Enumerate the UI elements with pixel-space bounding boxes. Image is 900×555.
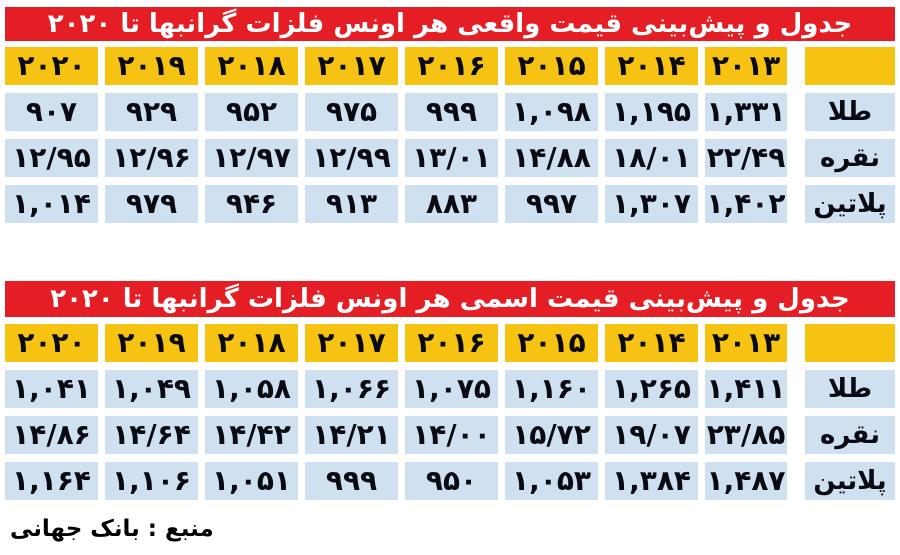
- value-cell: ۱,۰۴۱: [5, 370, 98, 408]
- value-cell: ۲۳/۸۵: [705, 416, 787, 454]
- table-real-title-bar: جدول و پیش‌بینی قیمت واقعی هر اونس فلزات…: [5, 7, 895, 41]
- table-nominal-title-bar: جدول و پیش‌بینی قیمت اسمی هر اونس فلزات …: [5, 281, 895, 317]
- year-cell: ۲۰۱۹: [105, 324, 198, 362]
- metal-label-silver: نقره: [805, 139, 895, 177]
- metal-label-platinum: پلاتین: [805, 185, 895, 223]
- value-cell: ۱۵/۷۲: [505, 416, 598, 454]
- metal-label-gold: طلا: [805, 93, 895, 131]
- year-cell: ۲۰۱۹: [105, 47, 198, 85]
- value-cell: ۱,۰۴۹: [105, 370, 198, 408]
- value-cell: ۱,۰۹۸: [505, 93, 598, 131]
- table-real-title: جدول و پیش‌بینی قیمت واقعی هر اونس فلزات…: [47, 9, 853, 39]
- value-cell: ۹۲۹: [105, 93, 198, 131]
- value-cell: ۱,۰۶۶: [305, 370, 398, 408]
- value-cell: ۱,۴۱۱: [705, 370, 787, 408]
- table-nominal-grid: ۲۰۲۰ ۲۰۱۹ ۲۰۱۸ ۲۰۱۷ ۲۰۱۶ ۲۰۱۵ ۲۰۱۴ ۲۰۱۳ …: [5, 324, 895, 500]
- value-cell: ۱۲/۹۶: [105, 139, 198, 177]
- year-cell: ۲۰۱۷: [305, 47, 398, 85]
- year-cell: ۲۰۱۵: [505, 47, 598, 85]
- metal-label-platinum: پلاتین: [805, 462, 895, 500]
- metal-label-silver: نقره: [805, 416, 895, 454]
- value-cell: ۹۷۹: [105, 185, 198, 223]
- value-cell: ۱,۰۱۴: [5, 185, 98, 223]
- corner-cell: [805, 324, 895, 362]
- year-cell: ۲۰۱۸: [205, 324, 298, 362]
- value-cell: ۱,۰۵۸: [205, 370, 298, 408]
- value-cell: ۱,۱۹۵: [605, 93, 698, 131]
- source-note-text: منبع : بانک جهانی: [10, 516, 214, 542]
- value-cell: ۲۲/۴۹: [705, 139, 787, 177]
- year-cell: ۲۰۱۴: [605, 47, 698, 85]
- source-note: منبع : بانک جهانی: [10, 516, 214, 542]
- value-cell: ۹۰۷: [5, 93, 98, 131]
- value-cell: ۱۴/۸۸: [505, 139, 598, 177]
- value-cell: ۱۴/۶۴: [105, 416, 198, 454]
- value-cell: ۱,۳۰۷: [605, 185, 698, 223]
- value-cell: ۱,۰۷۵: [405, 370, 498, 408]
- table-real-grid: ۲۰۲۰ ۲۰۱۹ ۲۰۱۸ ۲۰۱۷ ۲۰۱۶ ۲۰۱۵ ۲۰۱۴ ۲۰۱۳ …: [5, 47, 895, 223]
- value-cell: ۱,۱۰۶: [105, 462, 198, 500]
- value-cell: ۱۲/۹۵: [5, 139, 98, 177]
- value-cell: ۱۲/۹۷: [205, 139, 298, 177]
- value-cell: ۱,۴۰۲: [705, 185, 787, 223]
- value-cell: ۹۴۶: [205, 185, 298, 223]
- year-cell: ۲۰۱۳: [705, 47, 787, 85]
- table-nominal-title: جدول و پیش‌بینی قیمت اسمی هر اونس فلزات …: [50, 284, 850, 314]
- value-cell: ۹۱۳: [305, 185, 398, 223]
- year-cell: ۲۰۱۳: [705, 324, 787, 362]
- year-cell: ۲۰۱۷: [305, 324, 398, 362]
- value-cell: ۱,۳۳۱: [705, 93, 787, 131]
- value-cell: ۱۴/۴۲: [205, 416, 298, 454]
- value-cell: ۱,۱۶۰: [505, 370, 598, 408]
- year-cell: ۲۰۱۶: [405, 47, 498, 85]
- value-cell: ۱,۲۶۵: [605, 370, 698, 408]
- value-cell: ۱,۳۸۴: [605, 462, 698, 500]
- value-cell: ۹۹۷: [505, 185, 598, 223]
- value-cell: ۱۸/۰۱: [605, 139, 698, 177]
- corner-cell: [805, 47, 895, 85]
- year-cell: ۲۰۲۰: [5, 47, 98, 85]
- value-cell: ۱,۴۸۷: [705, 462, 787, 500]
- value-cell: ۱۴/۰۰: [405, 416, 498, 454]
- value-cell: ۸۸۳: [405, 185, 498, 223]
- year-cell: ۲۰۲۰: [5, 324, 98, 362]
- value-cell: ۱۲/۹۹: [305, 139, 398, 177]
- year-cell: ۲۰۱۴: [605, 324, 698, 362]
- year-cell: ۲۰۱۸: [205, 47, 298, 85]
- value-cell: ۹۵۲: [205, 93, 298, 131]
- value-cell: ۱,۰۵۱: [205, 462, 298, 500]
- value-cell: ۹۵۰: [405, 462, 498, 500]
- value-cell: ۹۹۹: [305, 462, 398, 500]
- value-cell: ۱۹/۰۷: [605, 416, 698, 454]
- year-cell: ۲۰۱۶: [405, 324, 498, 362]
- value-cell: ۱,۰۵۳: [505, 462, 598, 500]
- value-cell: ۱۳/۰۱: [405, 139, 498, 177]
- value-cell: ۹۹۹: [405, 93, 498, 131]
- metal-label-gold: طلا: [805, 370, 895, 408]
- year-cell: ۲۰۱۵: [505, 324, 598, 362]
- value-cell: ۱۴/۲۱: [305, 416, 398, 454]
- value-cell: ۱,۱۶۴: [5, 462, 98, 500]
- value-cell: ۹۷۵: [305, 93, 398, 131]
- value-cell: ۱۴/۸۶: [5, 416, 98, 454]
